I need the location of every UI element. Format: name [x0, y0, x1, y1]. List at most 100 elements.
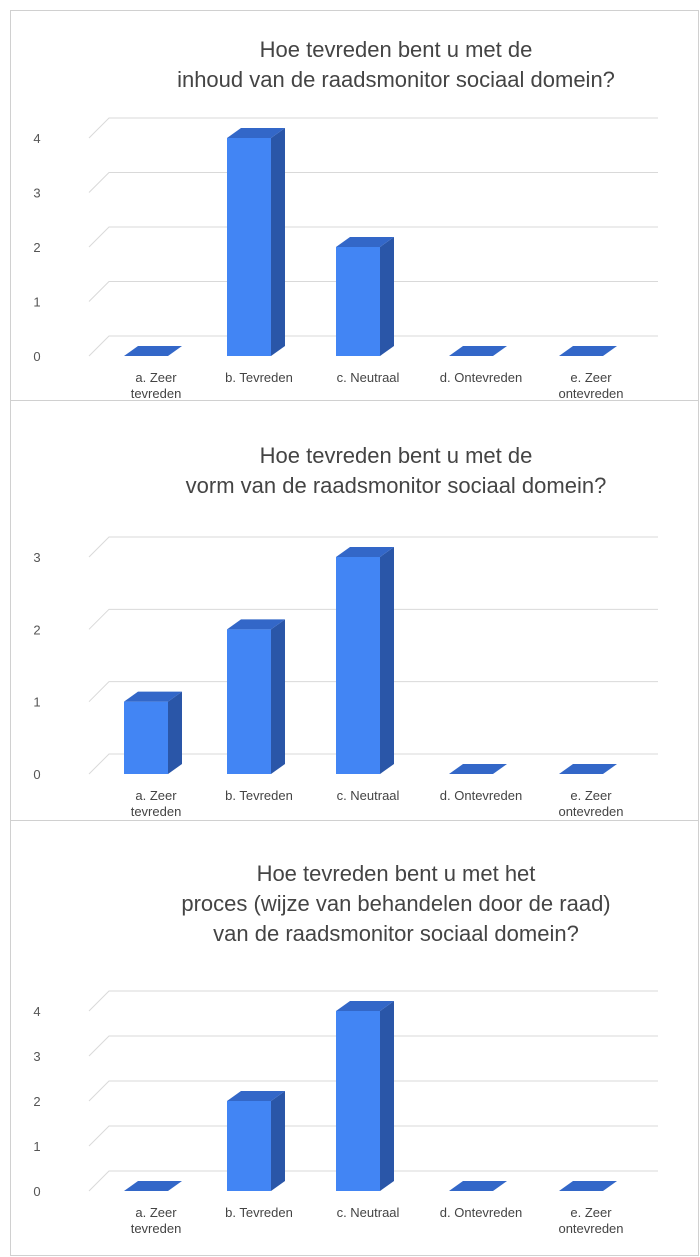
- chart-title: proces (wijze van behandelen door de raa…: [181, 891, 610, 916]
- bar: [336, 1001, 394, 1191]
- bar-side: [271, 1091, 285, 1191]
- bar: [227, 1091, 285, 1191]
- chart-title: vorm van de raadsmonitor sociaal domein?: [186, 473, 607, 498]
- chart: Hoe tevreden bent u met het proces (wijze…: [33, 861, 658, 1199]
- x-tick-label: e. Zeer ontevreden: [558, 370, 624, 401]
- chart-panel: Hoe tevreden bent u met de inhoud van de …: [10, 10, 699, 401]
- chart-title: Hoe tevreden bent u met het: [257, 861, 536, 886]
- bar: [559, 346, 617, 356]
- bar: [559, 764, 617, 774]
- x-tick-label: b. Tevreden: [225, 788, 293, 803]
- grid-line: [88, 990, 658, 1012]
- y-tick-label: 4: [33, 1004, 40, 1019]
- x-tick-label: b. Tevreden: [225, 370, 293, 385]
- x-tick-label: e. Zeer ontevreden: [558, 788, 624, 819]
- grid-line: [88, 1170, 658, 1192]
- bar-top: [227, 1091, 285, 1101]
- bar: [449, 346, 507, 356]
- grid-line: [88, 1125, 658, 1147]
- bar-top: [449, 1181, 507, 1191]
- bar: [559, 1181, 617, 1191]
- bar-top: [124, 691, 182, 702]
- bar-top: [559, 764, 617, 774]
- bar-front: [336, 1011, 380, 1191]
- grid-line: [88, 335, 658, 357]
- bar: [336, 237, 394, 356]
- x-tick-label: e. Zeer ontevreden: [558, 1205, 624, 1236]
- y-tick-label: 0: [33, 767, 40, 782]
- y-tick-label: 1: [33, 695, 40, 710]
- bar-front: [227, 629, 271, 774]
- bar-side: [380, 547, 394, 774]
- x-tick-label: b. Tevreden: [225, 1205, 293, 1220]
- y-tick-label: 2: [33, 622, 40, 637]
- chart-title: inhoud van de raadsmonitor sociaal domei…: [177, 67, 615, 92]
- chart-title: Hoe tevreden bent u met de: [260, 443, 533, 468]
- chart-title: Hoe tevreden bent u met de: [260, 37, 533, 62]
- bar: [449, 1181, 507, 1191]
- bar-top: [227, 619, 285, 630]
- x-tick-label: c. Neutraal: [336, 370, 400, 385]
- bar-top: [559, 1181, 617, 1191]
- bar-front: [336, 247, 380, 356]
- bar: [227, 128, 285, 356]
- bar-top: [449, 346, 507, 356]
- grid-line: [88, 1080, 658, 1102]
- x-tick-label: d. Ontevreden: [439, 1205, 523, 1220]
- bar: [336, 547, 394, 774]
- bar-side: [271, 619, 285, 774]
- x-tick-label: a. Zeer tevreden: [130, 370, 182, 401]
- bar-front: [124, 701, 168, 774]
- grid-line: [88, 226, 658, 248]
- x-tick-label: c. Neutraal: [336, 788, 400, 803]
- bar-side: [380, 237, 394, 356]
- bar-front: [227, 138, 271, 356]
- bar: [227, 619, 285, 774]
- x-tick-label: c. Neutraal: [336, 1205, 400, 1220]
- grid-line: [88, 281, 658, 302]
- bar-front: [227, 1101, 271, 1191]
- y-tick-label: 3: [33, 186, 40, 201]
- bar-side: [271, 128, 285, 356]
- bar-top: [124, 346, 182, 356]
- bar: [124, 346, 182, 356]
- y-tick-label: 0: [33, 1184, 40, 1199]
- bar-side: [380, 1001, 394, 1191]
- y-tick-label: 2: [33, 240, 40, 255]
- bar-top: [227, 128, 285, 138]
- y-tick-label: 1: [33, 1139, 40, 1154]
- y-tick-label: 3: [33, 1049, 40, 1064]
- y-tick-label: 2: [33, 1094, 40, 1109]
- x-tick-label: a. Zeer tevreden: [130, 1205, 182, 1236]
- bar-top: [449, 764, 507, 774]
- y-tick-label: 3: [33, 550, 40, 565]
- x-tick-label: d. Ontevreden: [439, 370, 523, 385]
- bar: [124, 1181, 182, 1191]
- bar: [124, 691, 182, 774]
- grid-line: [88, 536, 658, 558]
- bar-front: [336, 557, 380, 774]
- bar-top: [336, 237, 394, 247]
- chart-title: van de raadsmonitor sociaal domein?: [213, 921, 579, 946]
- bar-top: [336, 1001, 394, 1011]
- chart-panel: Hoe tevreden bent u met het proces (wijze…: [10, 820, 699, 1256]
- chart: Hoe tevreden bent u met de vorm van de ra…: [33, 443, 658, 782]
- grid-line: [88, 117, 658, 139]
- bar: [449, 764, 507, 774]
- grid-line: [88, 753, 658, 775]
- bar-top: [559, 346, 617, 356]
- chart: Hoe tevreden bent u met de inhoud van de …: [33, 37, 658, 364]
- bar-top: [124, 1181, 182, 1191]
- grid-line: [88, 172, 658, 193]
- x-tick-label: d. Ontevreden: [439, 788, 523, 803]
- y-tick-label: 4: [33, 131, 40, 146]
- x-tick-label: a. Zeer tevreden: [130, 788, 182, 819]
- chart-panel: Hoe tevreden bent u met de vorm van de ra…: [10, 400, 699, 821]
- y-tick-label: 1: [33, 295, 40, 310]
- y-tick-label: 0: [33, 349, 40, 364]
- grid-line: [88, 681, 658, 703]
- grid-line: [88, 1035, 658, 1057]
- bar-top: [336, 547, 394, 557]
- bar-side: [168, 691, 182, 774]
